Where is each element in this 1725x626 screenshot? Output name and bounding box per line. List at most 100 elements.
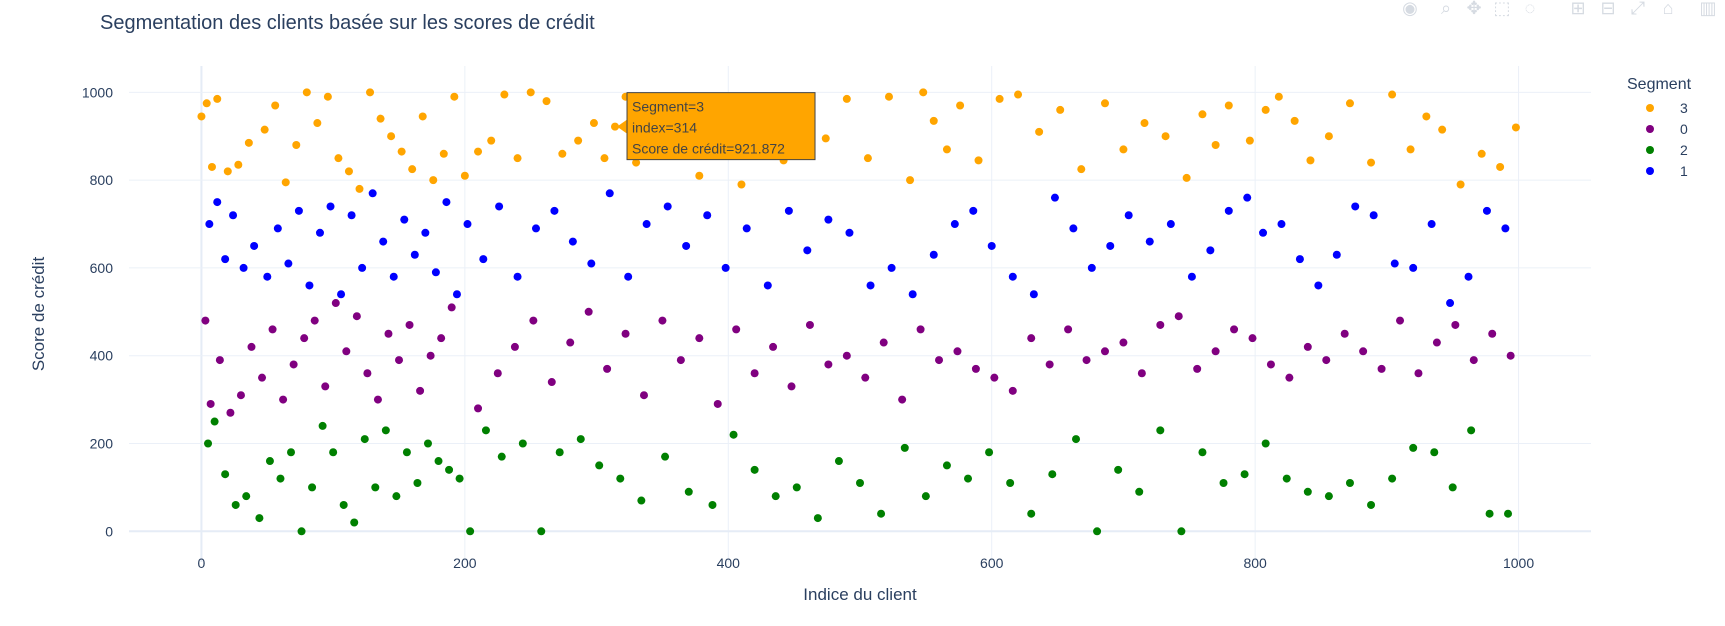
point-segment-3[interactable]	[474, 147, 483, 156]
point-segment-0[interactable]	[1377, 364, 1386, 373]
point-segment-0[interactable]	[1230, 325, 1239, 334]
point-segment-1[interactable]	[1124, 211, 1133, 220]
point-segment-0[interactable]	[236, 391, 245, 400]
point-segment-1[interactable]	[1187, 272, 1196, 281]
point-segment-2[interactable]	[1072, 435, 1081, 444]
point-segment-1[interactable]	[326, 202, 335, 211]
point-segment-2[interactable]	[1093, 527, 1102, 536]
point-segment-3[interactable]	[1182, 173, 1191, 182]
point-segment-0[interactable]	[1285, 373, 1294, 382]
point-segment-3[interactable]	[1035, 127, 1044, 136]
point-segment-3[interactable]	[500, 90, 509, 99]
point-segment-1[interactable]	[347, 211, 356, 220]
point-segment-3[interactable]	[429, 176, 438, 185]
point-segment-1[interactable]	[239, 263, 248, 272]
point-segment-0[interactable]	[405, 320, 414, 329]
point-segment-3[interactable]	[344, 167, 353, 176]
point-segment-1[interactable]	[263, 272, 272, 281]
point-segment-3[interactable]	[842, 94, 851, 103]
point-segment-1[interactable]	[742, 224, 751, 233]
point-segment-2[interactable]	[900, 443, 909, 452]
point-segment-0[interactable]	[1174, 312, 1183, 321]
point-segment-3[interactable]	[366, 88, 375, 97]
point-segment-1[interactable]	[908, 290, 917, 299]
point-segment-0[interactable]	[447, 303, 456, 312]
point-segment-1[interactable]	[305, 281, 314, 290]
point-segment-3[interactable]	[260, 125, 269, 134]
point-segment-0[interactable]	[226, 408, 235, 417]
legend-label-3[interactable]: 3	[1680, 100, 1688, 116]
point-segment-3[interactable]	[574, 136, 583, 145]
point-segment-0[interactable]	[787, 382, 796, 391]
point-segment-1[interactable]	[1008, 272, 1017, 281]
point-segment-3[interactable]	[1119, 145, 1128, 154]
point-segment-1[interactable]	[721, 263, 730, 272]
point-segment-0[interactable]	[206, 399, 215, 408]
point-segment-1[interactable]	[479, 255, 488, 264]
point-segment-2[interactable]	[856, 478, 864, 487]
point-segment-2[interactable]	[1430, 448, 1439, 457]
point-segment-0[interactable]	[289, 360, 298, 369]
point-segment-2[interactable]	[1409, 443, 1418, 452]
point-segment-2[interactable]	[265, 457, 274, 466]
point-segment-2[interactable]	[555, 448, 564, 457]
legend[interactable]: Segment 3 0 2 1	[1627, 76, 1692, 179]
point-segment-2[interactable]	[204, 439, 213, 448]
point-segment-2[interactable]	[276, 474, 285, 483]
point-segment-3[interactable]	[281, 178, 290, 187]
point-segment-3[interactable]	[611, 122, 620, 131]
point-segment-0[interactable]	[990, 373, 999, 382]
point-segment-1[interactable]	[663, 202, 672, 211]
point-segment-0[interactable]	[898, 395, 907, 404]
point-segment-2[interactable]	[1177, 527, 1186, 536]
point-segment-3[interactable]	[1100, 99, 1109, 108]
point-segment-0[interactable]	[1506, 351, 1515, 360]
legend-label-2[interactable]: 2	[1680, 142, 1688, 158]
point-segment-1[interactable]	[337, 290, 346, 299]
point-segment-2[interactable]	[360, 435, 369, 444]
point-segment-3[interactable]	[1367, 158, 1376, 167]
point-segment-1[interactable]	[866, 281, 875, 290]
point-segment-2[interactable]	[445, 465, 454, 474]
point-segment-2[interactable]	[1345, 478, 1354, 487]
point-segment-2[interactable]	[1367, 500, 1376, 509]
point-segment-2[interactable]	[371, 483, 380, 492]
point-segment-3[interactable]	[1345, 99, 1354, 108]
point-segment-3[interactable]	[1261, 105, 1270, 114]
point-segment-0[interactable]	[416, 386, 425, 395]
point-segment-3[interactable]	[213, 94, 222, 103]
point-segment-3[interactable]	[271, 101, 280, 110]
point-segment-0[interactable]	[658, 316, 667, 325]
point-segment-3[interactable]	[418, 112, 427, 121]
point-segment-3[interactable]	[355, 184, 364, 193]
zoom-out-icon[interactable]: ⊟	[1600, 0, 1615, 18]
point-segment-1[interactable]	[763, 281, 772, 290]
point-segment-3[interactable]	[1422, 112, 1431, 121]
point-segment-1[interactable]	[1224, 206, 1233, 215]
point-segment-0[interactable]	[1303, 342, 1312, 351]
point-segment-2[interactable]	[297, 527, 306, 536]
point-segment-3[interactable]	[558, 149, 567, 158]
point-segment-3[interactable]	[1274, 92, 1283, 101]
point-segment-3[interactable]	[207, 162, 216, 171]
point-segment-3[interactable]	[1014, 90, 1023, 99]
point-segment-3[interactable]	[376, 114, 385, 123]
point-segment-2[interactable]	[708, 500, 717, 509]
point-segment-0[interactable]	[1488, 329, 1497, 338]
point-segment-2[interactable]	[1135, 487, 1144, 496]
point-segment-2[interactable]	[595, 461, 604, 470]
point-segment-3[interactable]	[929, 116, 938, 125]
point-segment-1[interactable]	[1050, 193, 1059, 202]
point-segment-1[interactable]	[1369, 211, 1378, 220]
legend-marker-0[interactable]	[1646, 125, 1654, 133]
point-segment-2[interactable]	[497, 452, 506, 461]
point-segment-1[interactable]	[1390, 259, 1399, 268]
point-segment-3[interactable]	[323, 92, 332, 101]
point-segment-3[interactable]	[334, 154, 343, 163]
point-segment-0[interactable]	[1045, 360, 1054, 369]
point-segment-3[interactable]	[292, 141, 301, 150]
point-segment-1[interactable]	[294, 206, 303, 215]
point-segment-1[interactable]	[1409, 263, 1418, 272]
point-segment-2[interactable]	[381, 426, 390, 435]
point-segment-3[interactable]	[995, 94, 1004, 103]
